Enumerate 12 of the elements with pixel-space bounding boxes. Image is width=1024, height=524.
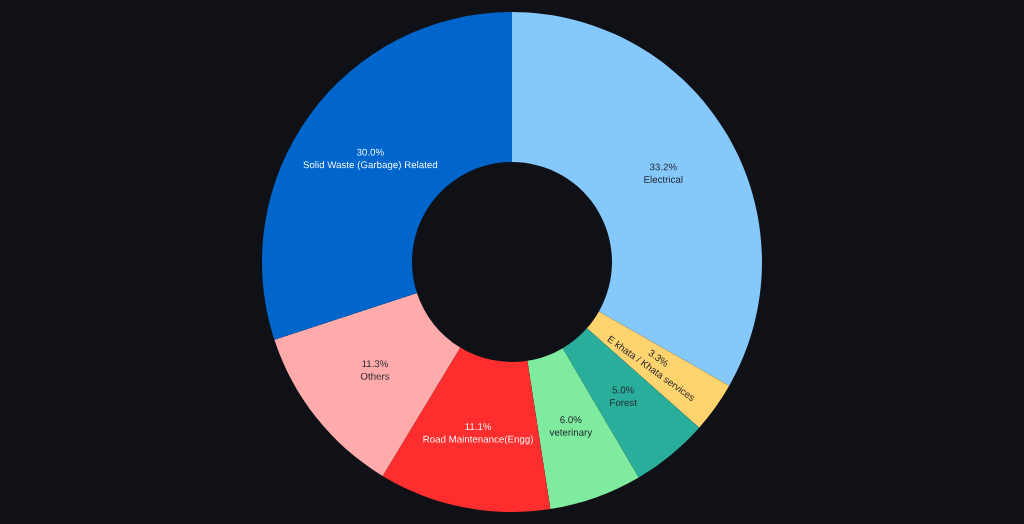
data-label: 6.0% <box>560 416 582 424</box>
data-label: 5.0% <box>612 386 634 394</box>
data-label: 11.1% <box>465 423 492 430</box>
slice-label: Road Maintenance(Engg) <box>423 435 533 445</box>
data-label: 30.0% <box>356 148 384 156</box>
data-label: 33.2% <box>649 163 677 171</box>
slice-label: veterinary <box>549 428 593 438</box>
slice-label: Electrical <box>644 175 683 183</box>
slice-label: Forest <box>610 399 637 407</box>
data-label: 11.3% <box>362 360 389 368</box>
slice-label: Others <box>360 372 390 380</box>
slice-label: Solid Waste (Garbage) Related <box>303 161 438 171</box>
